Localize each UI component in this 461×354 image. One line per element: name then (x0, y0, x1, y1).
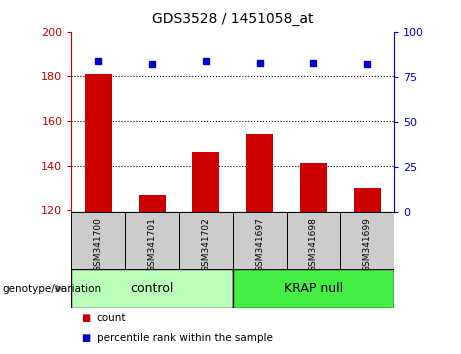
Text: ■: ■ (81, 313, 90, 323)
Text: GSM341700: GSM341700 (94, 217, 103, 272)
Text: GSM341697: GSM341697 (255, 217, 264, 272)
Text: KRAP null: KRAP null (284, 282, 343, 295)
Bar (139, 195, 165, 212)
Bar (71, 269, 233, 308)
Bar (246, 135, 273, 212)
Text: percentile rank within the sample: percentile rank within the sample (97, 333, 273, 343)
Bar (300, 163, 327, 212)
Bar (233, 269, 394, 308)
Text: genotype/variation: genotype/variation (2, 284, 101, 293)
Bar (71, 212, 125, 269)
Bar (340, 212, 394, 269)
Text: GDS3528 / 1451058_at: GDS3528 / 1451058_at (152, 12, 313, 27)
Bar (287, 212, 340, 269)
Text: GSM341698: GSM341698 (309, 217, 318, 272)
Bar (85, 74, 112, 212)
Bar (179, 212, 233, 269)
Text: ■: ■ (81, 333, 90, 343)
Bar (125, 212, 179, 269)
Text: GSM341701: GSM341701 (148, 217, 157, 272)
Text: control: control (130, 282, 174, 295)
Bar (193, 152, 219, 212)
Text: GSM341699: GSM341699 (363, 217, 372, 272)
Bar (354, 188, 381, 212)
Bar (233, 212, 287, 269)
Text: GSM341702: GSM341702 (201, 217, 210, 272)
Text: count: count (97, 313, 126, 323)
